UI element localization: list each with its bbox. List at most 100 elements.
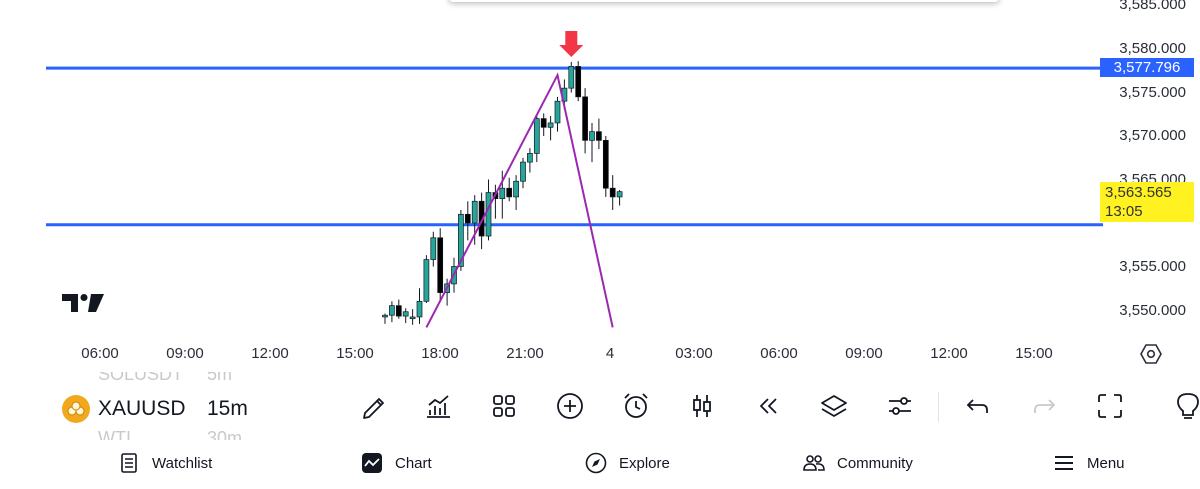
chart-type-button[interactable] bbox=[686, 390, 718, 422]
time-axis-label: 03:00 bbox=[675, 345, 713, 362]
settings-hex-icon[interactable] bbox=[1140, 343, 1162, 365]
candle-body bbox=[409, 316, 416, 320]
candle-body bbox=[499, 187, 506, 199]
candle-body bbox=[533, 118, 540, 154]
compass-icon bbox=[585, 452, 607, 474]
nav-chart[interactable]: Chart bbox=[361, 452, 432, 474]
ideas-button[interactable] bbox=[1172, 390, 1200, 422]
bottom-navigation: Watchlist Chart Explore Community Menu bbox=[0, 440, 1200, 489]
fullscreen-icon bbox=[1098, 394, 1122, 418]
settings-button[interactable] bbox=[884, 390, 916, 422]
symbol-selector[interactable]: SOLUSDT 5m XAUUSD 15m WTI 30m bbox=[62, 372, 272, 440]
candle-body bbox=[506, 187, 513, 198]
candlestick-icon bbox=[693, 395, 711, 417]
grid-icon bbox=[493, 395, 515, 417]
rewind-icon bbox=[760, 398, 777, 414]
candle-body bbox=[575, 66, 582, 98]
chart-toolbar: SOLUSDT 5m XAUUSD 15m WTI 30m bbox=[0, 372, 1200, 440]
nav-community[interactable]: Community bbox=[803, 452, 913, 474]
time-axis-label: 15:00 bbox=[336, 345, 374, 362]
nav-explore[interactable]: Explore bbox=[585, 452, 670, 474]
candle-body bbox=[395, 305, 402, 317]
red-down-arrow-icon bbox=[559, 31, 584, 58]
indicators-icon bbox=[427, 395, 450, 418]
nav-watchlist-label: Watchlist bbox=[152, 454, 213, 472]
horizontal-line-price-tag: 3,577.796 bbox=[1100, 58, 1194, 77]
price-chart[interactable] bbox=[0, 0, 1200, 370]
redo-button[interactable] bbox=[1028, 390, 1060, 422]
candle-body bbox=[416, 300, 423, 318]
ghost-interval-below: 30m bbox=[207, 428, 243, 440]
time-axis-label: 09:00 bbox=[166, 345, 204, 362]
time-axis-label: 06:00 bbox=[81, 345, 119, 362]
candle-body bbox=[616, 191, 623, 198]
plus-circle-icon bbox=[557, 393, 583, 419]
pencil-icon bbox=[363, 398, 384, 419]
candle-body bbox=[527, 153, 533, 163]
candle-body bbox=[520, 161, 526, 182]
nav-watchlist[interactable]: Watchlist bbox=[118, 452, 212, 474]
drawing-tools-button[interactable] bbox=[358, 390, 390, 422]
symbol-name[interactable]: XAUUSD bbox=[98, 397, 186, 420]
add-button[interactable] bbox=[554, 390, 586, 422]
time-axis-label: 21:00 bbox=[506, 345, 544, 362]
layouts-button[interactable] bbox=[488, 390, 520, 422]
nav-chart-label: Chart bbox=[395, 454, 432, 472]
candle-body bbox=[554, 100, 561, 124]
lightbulb-icon bbox=[1177, 393, 1199, 419]
candle-body bbox=[589, 131, 595, 141]
redo-icon bbox=[1034, 399, 1056, 413]
red-down-arrow-icon bbox=[559, 31, 584, 58]
undo-icon bbox=[966, 399, 988, 413]
price-axis-label: 3,555.000 bbox=[1119, 258, 1186, 275]
candle-body bbox=[389, 305, 395, 316]
candle-body bbox=[471, 200, 478, 224]
candle-body bbox=[540, 118, 547, 128]
nav-menu-label: Menu bbox=[1087, 454, 1125, 472]
candle-body bbox=[596, 131, 602, 141]
tradingview-logo-icon bbox=[62, 294, 104, 312]
time-axis-label: 4 bbox=[605, 345, 615, 362]
last-price-value: 3,563.565 bbox=[1105, 184, 1172, 201]
candle-body bbox=[423, 259, 430, 302]
candle-body bbox=[430, 237, 437, 260]
ghost-interval-above: 5m bbox=[207, 372, 233, 384]
candle-body bbox=[602, 140, 609, 189]
chart-area[interactable]: 3,585.000 3,580.000 3,575.000 3,570.000 … bbox=[0, 0, 1200, 370]
candle-body bbox=[402, 311, 409, 317]
time-axis-label: 12:00 bbox=[251, 345, 289, 362]
price-axis-label: 3,570.000 bbox=[1119, 127, 1186, 144]
object-tree-button[interactable] bbox=[818, 390, 850, 422]
community-icon bbox=[803, 455, 825, 471]
time-axis-label: 06:00 bbox=[760, 345, 798, 362]
candle-body bbox=[485, 192, 492, 237]
interval-label[interactable]: 15m bbox=[207, 397, 248, 420]
nav-menu[interactable]: Menu bbox=[1053, 452, 1125, 474]
indicators-button[interactable] bbox=[422, 390, 454, 422]
time-axis-label: 12:00 bbox=[930, 345, 968, 362]
watchlist-icon bbox=[121, 453, 137, 473]
price-axis-label: 3,550.000 bbox=[1119, 302, 1186, 319]
hamburger-icon bbox=[1055, 456, 1073, 470]
time-axis-label: 15:00 bbox=[1015, 345, 1053, 362]
replay-button[interactable] bbox=[752, 390, 784, 422]
candle-body bbox=[382, 314, 388, 318]
alarm-clock-icon bbox=[624, 393, 648, 418]
candle-body bbox=[513, 180, 519, 198]
candle-body bbox=[609, 187, 616, 198]
time-axis-label: 09:00 bbox=[845, 345, 883, 362]
price-axis-label: 3,575.000 bbox=[1119, 84, 1186, 101]
candle-body bbox=[582, 96, 588, 141]
price-axis-label: 3,580.000 bbox=[1119, 40, 1186, 57]
last-price-tag: 3,563.565 13:05 bbox=[1100, 182, 1194, 222]
nav-community-label: Community bbox=[837, 454, 913, 472]
layers-icon bbox=[821, 395, 847, 417]
price-axis-label: 3,585.000 bbox=[1119, 0, 1186, 13]
undo-button[interactable] bbox=[962, 390, 994, 422]
toolbar-divider bbox=[938, 392, 939, 422]
candle-body bbox=[464, 213, 471, 224]
zigzag-pattern-line[interactable] bbox=[425, 72, 614, 328]
fullscreen-button[interactable] bbox=[1094, 390, 1126, 422]
candle-body bbox=[458, 213, 464, 267]
alert-button[interactable] bbox=[620, 390, 652, 422]
